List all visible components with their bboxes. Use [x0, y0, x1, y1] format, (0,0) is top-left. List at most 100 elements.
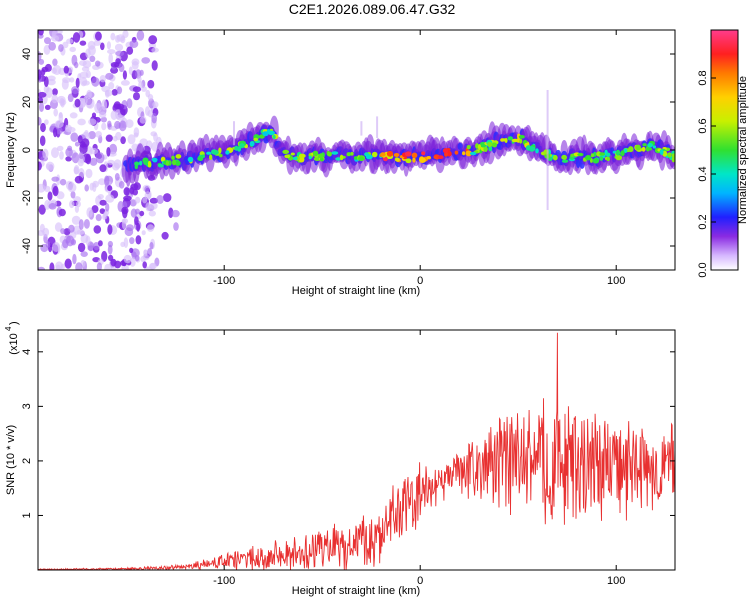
spectrogram-noise-point — [149, 242, 154, 250]
spectrogram-noise-point — [111, 89, 118, 96]
spectrogram-noise-point — [115, 50, 125, 57]
spectrogram-noise-point — [120, 241, 126, 248]
spectrogram-noise-point — [107, 244, 113, 255]
spectrogram-noise-point — [110, 61, 120, 68]
spectrogram-hotspot — [605, 152, 611, 158]
spectrogram-hotspot — [659, 149, 664, 155]
spectrogram-hotspot — [635, 144, 641, 151]
spectrogram-hotspot — [504, 138, 508, 143]
spectrogram-noise-point — [64, 258, 72, 269]
spectrogram-noise-point — [83, 219, 90, 229]
spectrogram-noise-point — [58, 44, 64, 52]
spectrogram-hotspot — [667, 152, 672, 158]
spectrogram-hotspot — [577, 152, 584, 157]
spectrogram-noise-point — [114, 260, 122, 269]
spectrogram-noise-point — [59, 151, 64, 160]
spectrogram-hotspot — [518, 135, 525, 139]
spectrogram-noise-point — [101, 250, 108, 262]
spectrogram-hotspot — [218, 147, 222, 154]
colorbar-label: Normalized spectral amplitude — [737, 76, 749, 224]
spectrogram-noise-point — [134, 255, 140, 262]
spectrogram-hotspot — [590, 153, 595, 158]
spectrogram-noise-point — [104, 263, 112, 270]
spectrogram-noise-point — [52, 242, 61, 252]
spectrogram-noise-point — [113, 101, 121, 110]
spectrogram-noise-point — [115, 35, 121, 43]
spectrogram-hotspot — [466, 145, 471, 150]
spectrogram-hotspot — [469, 151, 477, 156]
spectrogram-noise-point — [101, 122, 107, 131]
spectrogram-noise-point — [75, 262, 83, 270]
spectrogram-noise-point — [129, 237, 135, 245]
spectrogram-noise-point — [39, 135, 46, 147]
snr-multiplier: (x10 4 ) — [4, 321, 20, 354]
snr-y-tick-label: 2 — [21, 458, 33, 464]
spectrogram-hotspot — [561, 159, 569, 163]
spectrogram-noise-point — [81, 80, 90, 86]
spectrogram-noise-point — [51, 94, 58, 104]
spectrogram-noise-point — [79, 143, 88, 155]
spectrogram-noise-point — [77, 242, 86, 253]
spectrogram-x-ticks: -100 0 100 — [213, 30, 625, 287]
spectrogram-hotspot — [491, 142, 498, 148]
spectrogram-noise-point — [47, 191, 53, 201]
spectrogram-noise-point — [60, 100, 65, 108]
spectrogram-noise-point — [99, 164, 107, 173]
spectrogram-noise-point — [38, 51, 42, 62]
snr-x-tick-label: -100 — [213, 575, 235, 587]
spectrogram-noise-point — [118, 120, 127, 132]
spectrogram-noise-point — [38, 183, 46, 193]
spectrogram-noise-point — [65, 235, 75, 247]
spectrogram-noise-point — [83, 96, 88, 105]
spectrogram-noise-point — [141, 86, 147, 92]
spectrogram-hotspot — [262, 131, 269, 137]
snr-y-tick-label: 4 — [21, 349, 33, 355]
spectrogram-noise-point — [77, 158, 84, 167]
spectrogram-noise-point — [38, 116, 42, 126]
spectrogram-hotspot — [487, 141, 493, 148]
snr-x-label: Height of straight line (km) — [292, 585, 420, 597]
spectrogram-marks — [38, 30, 675, 270]
snr-y-label: SNR (10 * v/v) — [5, 425, 17, 495]
spectrogram-noise-point — [123, 195, 132, 202]
spectrogram-hotspot — [335, 157, 342, 161]
spectrogram-noise-point — [105, 134, 113, 142]
snr-marks — [38, 332, 675, 570]
spectrogram-noise-point — [84, 184, 89, 192]
spectrogram-hotspot — [298, 153, 306, 159]
spectrogram-noise-point — [44, 63, 52, 72]
spectrogram-hotspot — [157, 163, 164, 168]
spectrogram-noise-point — [123, 254, 132, 264]
spectrogram-hotspot — [209, 154, 213, 160]
spectrogram-hotspot — [386, 150, 394, 157]
spectrogram-noise-point — [62, 77, 71, 84]
spectrogram-hotspot — [172, 159, 177, 166]
spectrogram-noise-point — [77, 135, 83, 144]
spectrogram-hotspot — [234, 145, 239, 151]
spectrogram-noise-point — [44, 104, 51, 110]
spectrogram-hotspot — [525, 145, 532, 151]
spectrogram-hotspot — [165, 160, 170, 167]
spectrogram-hotspot — [594, 157, 598, 163]
spectrogram-hotspot — [519, 138, 523, 144]
spectrogram-hotspot — [219, 153, 223, 158]
spectrogram-noise-point — [156, 195, 164, 204]
spectrogram-noise-point — [136, 30, 145, 41]
spectrogram-noise-point — [100, 42, 105, 51]
spectrogram-noise-point — [173, 222, 179, 231]
spectrogram-noise-point — [126, 46, 134, 55]
spectrogram-noise-point — [79, 71, 89, 79]
snr-x-ticks: -100 0 100 — [213, 330, 625, 587]
spectrogram-x-label: Height of straight line (km) — [292, 285, 420, 297]
spectrogram-noise-point — [69, 200, 75, 209]
spectrogram-noise-point — [42, 148, 49, 159]
snr-y-tick-label: 3 — [21, 403, 33, 409]
spectrogram-hotspot — [405, 158, 412, 164]
spectrogram-noise-point — [44, 37, 51, 45]
spectrogram-noise-point — [145, 202, 151, 212]
spectrogram-y-tick-label: 40 — [21, 48, 33, 60]
spectrogram-noise-point — [104, 175, 110, 186]
colorbar-tick-label: 0.6 — [697, 118, 709, 133]
spectrogram-hotspot — [596, 151, 602, 157]
spectrogram-noise-point — [54, 222, 63, 232]
